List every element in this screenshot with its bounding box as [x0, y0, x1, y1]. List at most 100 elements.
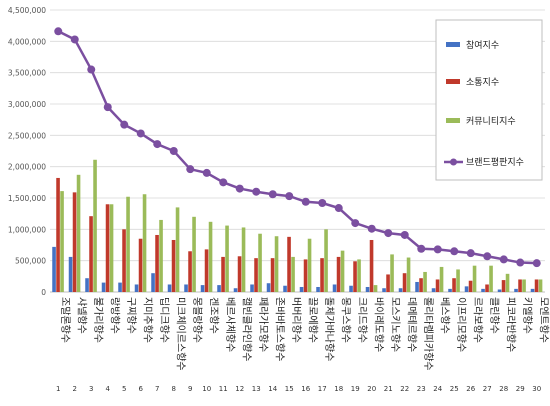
bar-3 — [126, 196, 130, 292]
category-label: 불가리향수 — [92, 297, 104, 343]
category-number: 19 — [351, 385, 360, 393]
category-label: 르라보향수 — [471, 297, 483, 343]
legend-label: 커뮤니티지수 — [466, 116, 516, 127]
category-number: 5 — [122, 385, 126, 393]
bar-1 — [266, 283, 271, 292]
category-number: 29 — [516, 385, 525, 393]
category-number: 6 — [139, 385, 144, 393]
reputation-point — [235, 184, 244, 193]
category-number: 10 — [202, 385, 211, 393]
bar-2 — [188, 251, 192, 292]
reputation-point — [136, 129, 145, 138]
category-number: 20 — [367, 385, 376, 393]
bar-3 — [522, 279, 526, 292]
reputation-point — [483, 252, 492, 261]
bar-1 — [316, 286, 320, 292]
bar-3 — [225, 225, 229, 292]
category-label: 페라가모향수 — [257, 297, 269, 352]
bar-1 — [52, 246, 56, 292]
category-label: 피코라반향수 — [504, 297, 516, 352]
reputation-point — [499, 255, 508, 264]
bar-3 — [93, 159, 97, 292]
category-number: 27 — [483, 385, 492, 393]
bar-3 — [258, 233, 262, 292]
bar-3 — [76, 174, 81, 292]
grid — [50, 9, 545, 293]
bar-1 — [398, 288, 403, 292]
bar-1 — [134, 284, 139, 292]
category-label: 데메테르향수 — [405, 297, 417, 352]
legend-swatch — [446, 42, 460, 47]
bar-2 — [105, 204, 110, 292]
category-label: 클린향수 — [488, 297, 500, 334]
bar-3 — [60, 191, 64, 292]
category-number: 25 — [450, 385, 459, 393]
reputation-point — [219, 178, 228, 187]
bar-2 — [386, 274, 390, 292]
bar-1 — [365, 286, 370, 292]
reputation-point — [87, 65, 96, 74]
category-number: 14 — [268, 385, 277, 393]
reputation-point — [433, 245, 442, 254]
category-number: 12 — [235, 385, 244, 393]
bar-2 — [204, 249, 209, 292]
y-tick-label: 2,500,000 — [8, 131, 46, 140]
reputation-point — [169, 147, 178, 155]
bar-1 — [431, 288, 436, 292]
category-label: 존바바토스향수 — [273, 297, 285, 361]
category-label: 롤리타렘피카향수 — [422, 297, 434, 371]
bar-2 — [369, 239, 374, 292]
y-tick-label: 4,000,000 — [8, 37, 46, 46]
bars — [52, 159, 543, 292]
category-number: 24 — [433, 385, 442, 393]
bar-2 — [303, 259, 308, 292]
bar-1 — [382, 288, 386, 292]
bar-3 — [373, 285, 378, 292]
bar-1 — [448, 288, 452, 292]
bar-3 — [307, 238, 312, 292]
category-number: 28 — [499, 385, 508, 393]
bar-1 — [184, 284, 188, 292]
bar-3 — [159, 219, 163, 292]
category-number: 16 — [301, 385, 310, 393]
y-axis: 0 500,000 1,000,000 1,500,000 2,000,000 2,500… — [8, 6, 46, 297]
bar-3 — [489, 265, 493, 292]
bar-1 — [250, 284, 254, 292]
bar-1 — [68, 256, 73, 292]
y-tick-label: 3,500,000 — [8, 69, 46, 78]
y-tick-label: 2,000,000 — [8, 163, 46, 172]
bar-2 — [56, 177, 60, 292]
bar-1 — [299, 286, 304, 292]
bar-2 — [353, 261, 357, 292]
bar-1 — [497, 289, 502, 292]
bar-1 — [530, 288, 535, 292]
category-label: 모엔트향수 — [537, 297, 549, 343]
bar-2 — [122, 229, 126, 292]
bar-2 — [419, 278, 423, 292]
bar-3 — [241, 227, 246, 292]
bar-1 — [200, 285, 205, 292]
category-number: 13 — [252, 385, 261, 393]
category-label: 랑방향수 — [108, 297, 120, 334]
bar-2 — [72, 192, 77, 292]
bar-2 — [518, 279, 522, 292]
bar-3 — [406, 257, 411, 292]
y-tick-label: 1,500,000 — [8, 194, 46, 203]
bar-3 — [505, 273, 510, 292]
category-label: 지미추향수 — [141, 297, 153, 343]
bar-3 — [208, 221, 213, 292]
category-number: 8 — [172, 385, 176, 393]
category-number: 2 — [73, 385, 77, 393]
reputation-point — [351, 219, 360, 228]
bar-2 — [138, 238, 143, 292]
bar-1 — [283, 285, 287, 292]
bar-3 — [340, 250, 345, 292]
bar-3 — [175, 207, 180, 292]
bar-1 — [332, 284, 337, 292]
reputation-point — [103, 103, 112, 112]
bar-2 — [89, 216, 93, 292]
reputation-point — [120, 120, 129, 129]
category-number: 22 — [400, 385, 409, 393]
category-number: 15 — [285, 385, 294, 393]
bar-1 — [464, 286, 469, 292]
